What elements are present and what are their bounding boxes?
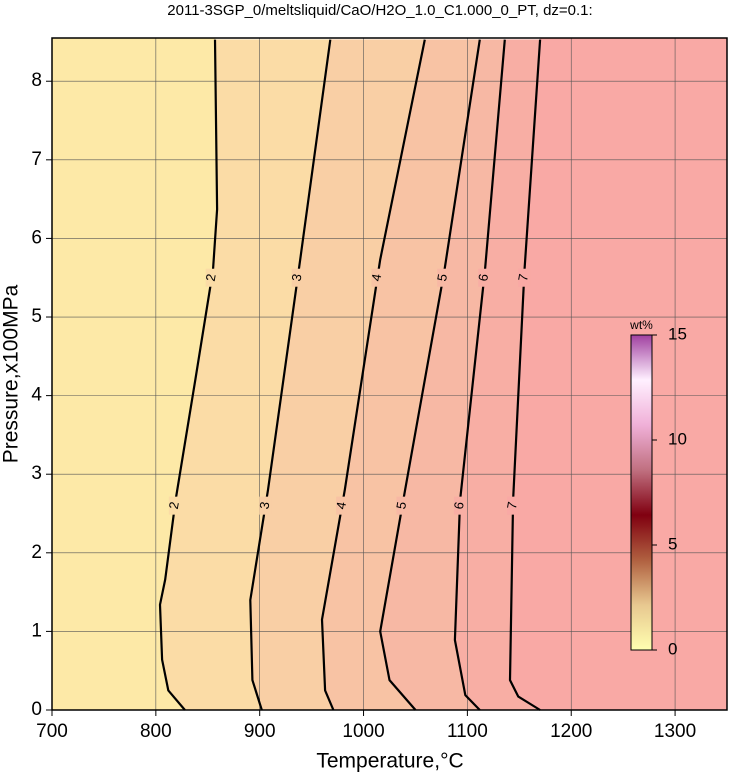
contour-label: 3	[289, 273, 305, 283]
colorbar-tick-label: 10	[668, 429, 687, 448]
colorbar-tick-label: 0	[668, 639, 677, 658]
contour-fill	[509, 37, 728, 711]
chart-title: 2011-3SGP_0/meltsliquid/CaO/H2O_1.0_C1.0…	[167, 2, 592, 19]
contour-label-bg	[291, 268, 304, 287]
contour-line	[158, 39, 219, 711]
y-tick-label: 6	[31, 227, 42, 248]
contour-label: 7	[515, 273, 531, 283]
plot-frame	[51, 37, 728, 711]
x-axis-label: Temperature,°C	[316, 750, 463, 773]
y-tick-label: 2	[31, 542, 42, 563]
contour-label-bg	[396, 496, 409, 515]
x-tick-label: 700	[36, 721, 68, 742]
x-tick-label: 1200	[550, 721, 592, 742]
contour-label-bg	[205, 268, 218, 287]
contour-label: 2	[203, 273, 219, 283]
x-tick-label: 1100	[447, 721, 488, 742]
contour-label-bg	[506, 496, 519, 515]
contour-line	[379, 39, 481, 711]
y-tick-label: 8	[31, 70, 42, 91]
contour-label: 4	[333, 501, 349, 511]
colorbar	[630, 334, 653, 651]
y-tick-label: 7	[31, 149, 42, 170]
contour-label-bg	[259, 496, 272, 515]
contour-label-bg	[518, 268, 531, 287]
contour-label-bg	[336, 496, 349, 515]
x-tick-label: 800	[140, 721, 172, 742]
contour-label-bg	[168, 496, 181, 515]
contour-label: 3	[256, 501, 272, 511]
contour-label: 6	[475, 273, 491, 283]
contour-label: 6	[451, 501, 467, 511]
contour-label-bg	[437, 268, 450, 287]
y-tick-label: 0	[31, 699, 42, 720]
contour-label: 5	[393, 501, 409, 511]
y-tick-label: 4	[31, 385, 42, 406]
colorbar-tick-label: 5	[668, 534, 677, 553]
y-tick-label: 1	[31, 620, 42, 641]
y-tick-label: 3	[31, 463, 42, 484]
contour-line	[320, 39, 426, 711]
x-tick-label: 1000	[342, 721, 384, 742]
contour-line	[508, 39, 542, 711]
contour-label: 5	[434, 273, 450, 283]
colorbar-tick-label: 15	[668, 324, 687, 343]
contour-line	[453, 39, 506, 711]
x-tick-label: 900	[244, 721, 276, 742]
colorbar-label: wt%	[629, 318, 653, 332]
contour-label: 4	[368, 273, 384, 283]
x-tick-label: 1300	[654, 721, 696, 742]
y-axis-label: Pressure,x100MPa	[0, 284, 23, 463]
contour-label-bg	[478, 268, 491, 287]
y-tick-label: 5	[31, 306, 42, 327]
contour-label: 7	[504, 501, 520, 511]
contour-label: 2	[166, 501, 182, 511]
contour-label-bg	[371, 268, 384, 287]
contour-label-bg	[453, 496, 466, 515]
contour-line	[249, 39, 332, 711]
